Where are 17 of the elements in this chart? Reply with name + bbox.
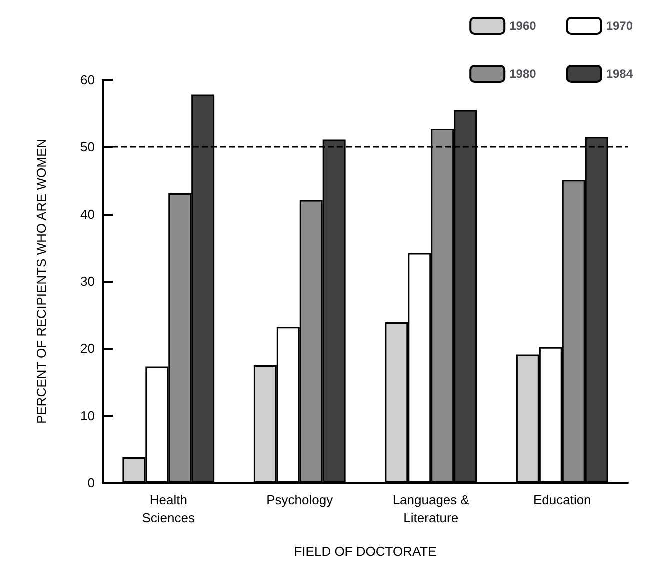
y-tick-label: 10 bbox=[80, 408, 95, 424]
legend-label: 1984 bbox=[606, 67, 634, 81]
x-tick-label: Education bbox=[533, 492, 592, 508]
y-tick-label: 0 bbox=[88, 476, 95, 490]
y-tick-label: 20 bbox=[80, 341, 95, 356]
y-tick-label: 40 bbox=[80, 206, 95, 222]
x-tick-label: Psychology bbox=[266, 492, 334, 508]
legend-label: 1970 bbox=[606, 19, 634, 33]
y-tick-label: 30 bbox=[80, 274, 95, 289]
x-tick-label: Health Sciences bbox=[142, 492, 196, 526]
y-tick-label: 50 bbox=[80, 140, 95, 155]
y-tick-label: 60 bbox=[80, 72, 95, 88]
x-tick-label: Languages & Literature bbox=[392, 492, 470, 526]
legend-label: 1960 bbox=[510, 19, 537, 33]
legend-label: 1980 bbox=[510, 67, 537, 81]
y-axis-title: PERCENT OF RECIPIENTS WHO ARE WOMEN bbox=[34, 138, 49, 424]
x-axis-title: FIELD OF DOCTORATE bbox=[294, 544, 438, 559]
